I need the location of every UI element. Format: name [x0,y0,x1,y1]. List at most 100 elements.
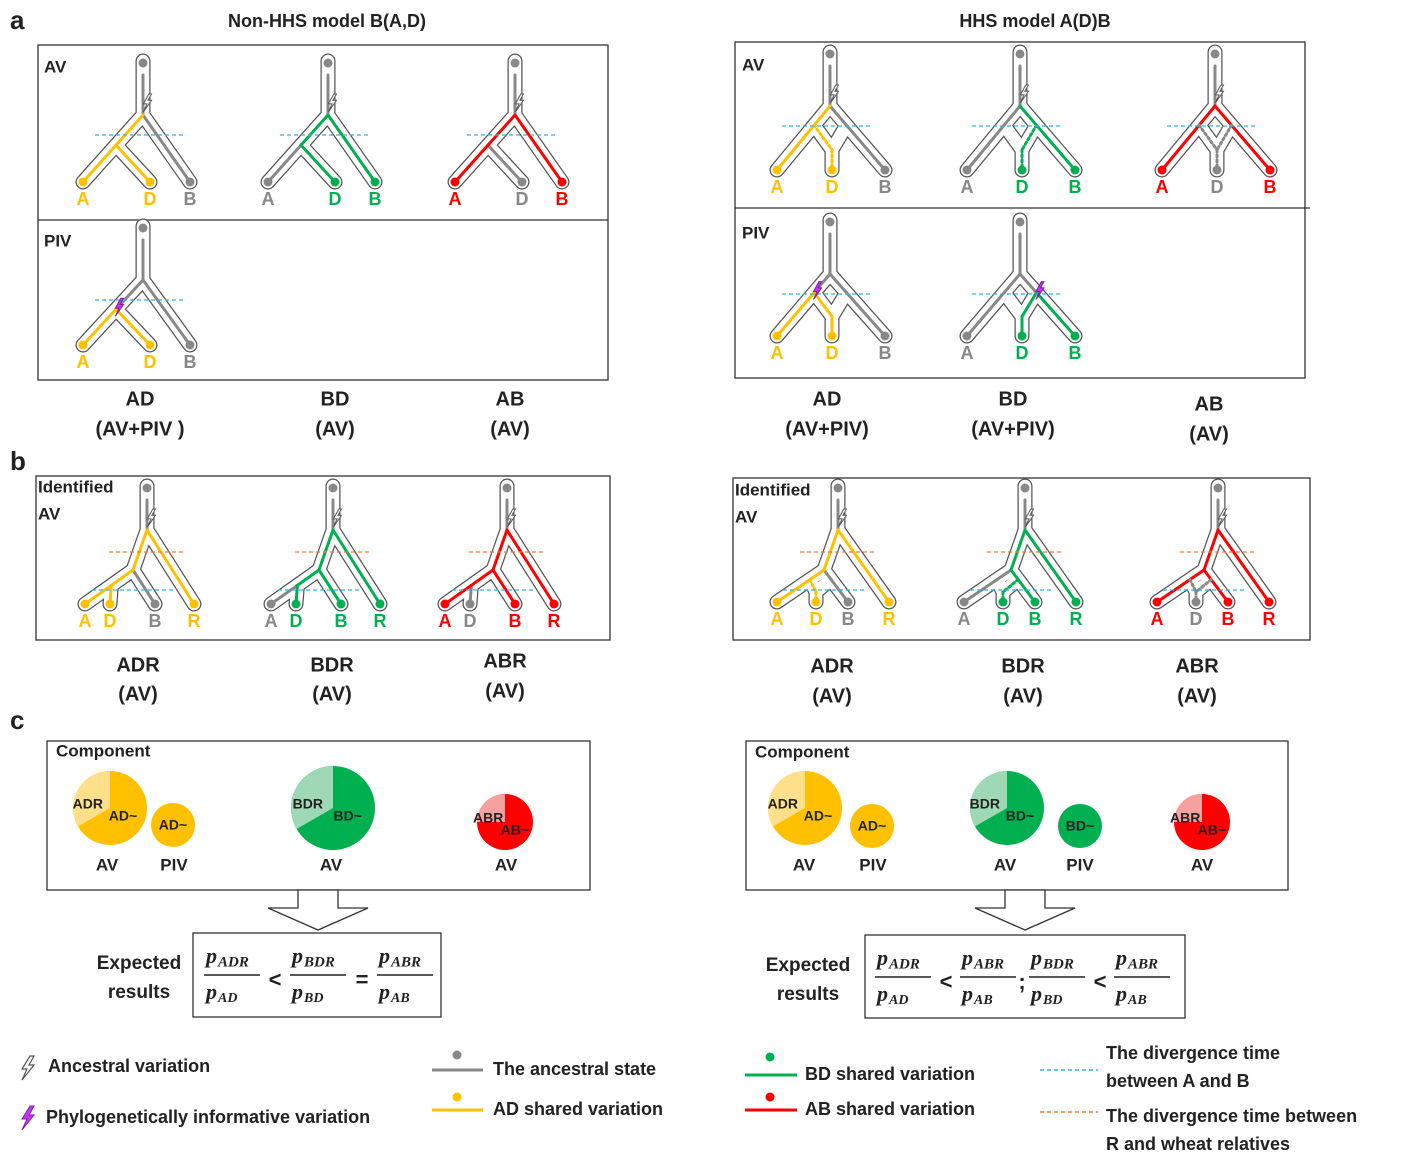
leaf-dot [881,332,890,341]
formula-sub: ADR [217,954,249,970]
formula-var: p [290,943,303,968]
root-dot [1214,484,1223,493]
shared-branch [83,309,116,345]
formula-sub: ABR [390,954,421,970]
expected-label: results [777,984,839,1005]
root-dot [511,59,520,68]
box-label: PIV [742,223,770,242]
leaf-label: B [1069,343,1082,363]
leaf-label: D [516,189,529,209]
formula-var: p [377,979,390,1004]
root-dot [826,50,835,59]
tree-caption: (AV+PIV) [971,418,1055,440]
leaf-label: A [961,343,974,363]
pie-caption: AV [96,855,119,874]
leaf-dot [828,332,837,341]
model-title: Non-HHS model B(A,D) [228,11,426,31]
leaf-label: D [104,611,117,631]
legend-text: BD shared variation [805,1064,975,1084]
leaf-dot [518,178,527,187]
leaf-label: A [961,177,974,197]
pie-caption: AV [495,855,518,874]
shared-branch [116,145,150,182]
box-label: AV [44,57,67,76]
tree-caption: BDR [1001,655,1045,677]
formula-op: ; [1018,969,1025,994]
leaf-label: A [79,611,92,631]
tree-caption: ADR [116,654,160,676]
legend-text: AB shared variation [805,1099,975,1119]
panel-label: a [10,5,25,35]
leaf-label: A [449,189,462,209]
leaf-label: R [548,611,561,631]
leaf-dot [960,598,969,607]
leaf-label: B [1029,609,1042,629]
leaf-label: A [439,611,452,631]
legend-dot [766,1093,775,1102]
expected-label: Expected [97,953,181,974]
pie-caption: AV [994,855,1017,874]
formula-op: < [1094,969,1107,994]
leaf-label: B [184,352,197,372]
pie-label: ADR [768,796,798,812]
leaf-label: A [265,611,278,631]
tree-caption: AD [813,388,842,410]
tree-caption: BD [999,388,1028,410]
leaf-label: B [1069,177,1082,197]
formula-sub: AB [390,991,410,1006]
leaf-dot [1158,166,1167,175]
leaf-dot [451,178,460,187]
leaf-dot [1265,598,1274,607]
leaf-label: B [1222,609,1235,629]
leaf-dot [151,600,160,609]
leaf-label: D [997,609,1010,629]
formula-sub: AB [973,993,993,1008]
leaf-dot [1213,166,1222,175]
pie-label: ABR [1170,810,1200,826]
legend: Ancestral variation Phylogenetically inf… [22,1043,1357,1154]
tree-caption: (AV) [315,418,355,440]
leaf-label: R [1070,609,1083,629]
tree-caption: BDR [310,654,354,676]
formula-var: p [204,979,217,1004]
tree-caption: ADR [810,655,854,677]
formula-sub: BDR [1042,956,1074,972]
leaf-label: A [262,189,275,209]
tree-caption: AD [126,388,155,410]
leaf-label: A [771,177,784,197]
leaf-dot [264,178,273,187]
leaf-dot [558,178,567,187]
root-dot [1021,484,1030,493]
leaf-label: A [1156,177,1169,197]
pie-label: BDR [970,796,1000,812]
leaf-dot [1072,598,1081,607]
tree-caption: AB [496,388,525,410]
leaf-dot [999,598,1008,607]
leaf-label: D [144,352,157,372]
leaf-dot [190,600,199,609]
formula-sub: BD [303,991,323,1006]
leaf-dot [773,598,782,607]
tree-caption: (AV) [490,418,530,440]
leaf-label: D [464,611,477,631]
leaf-dot [79,178,88,187]
pie-label: BD~ [333,808,361,824]
leaf-label: B [149,611,162,631]
formula-sub: AD [888,993,908,1008]
tree-caption: ABR [483,650,527,672]
legend-text: between A and B [1106,1071,1250,1091]
leaf-label: A [77,189,90,209]
pie-caption: AV [793,855,816,874]
tree-caption: (AV) [1003,685,1043,707]
leaf-dot [106,600,115,609]
leaf-dot [881,166,890,175]
leaf-label: R [883,609,896,629]
formula-op: < [940,969,953,994]
pie-label: AD~ [858,818,886,834]
block-arrow [268,890,368,930]
root-dot [324,59,333,68]
leaf-dot [550,600,559,609]
ancestral-branch [488,145,522,182]
root-dot [826,218,835,227]
legend-icon [22,1056,34,1080]
